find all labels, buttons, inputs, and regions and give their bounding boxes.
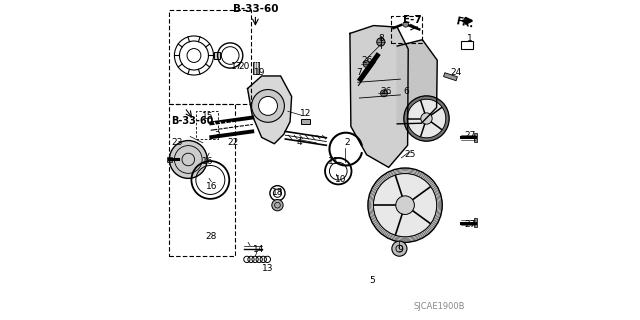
Text: SJCAE1900B: SJCAE1900B	[414, 301, 465, 310]
Bar	[461, 41, 472, 49]
Bar	[214, 52, 220, 59]
Text: 3: 3	[214, 131, 220, 140]
Text: 7: 7	[356, 68, 362, 77]
Text: 27: 27	[464, 131, 476, 140]
Circle shape	[421, 113, 432, 124]
Circle shape	[377, 38, 385, 46]
Circle shape	[259, 96, 278, 116]
Text: 23: 23	[171, 138, 182, 147]
Bar	[444, 73, 458, 81]
Circle shape	[170, 140, 207, 178]
Text: E-7: E-7	[403, 15, 422, 25]
Text: 26: 26	[362, 56, 373, 65]
Bar	[474, 133, 477, 141]
Text: 11: 11	[328, 156, 340, 165]
Circle shape	[403, 21, 408, 27]
Bar	[253, 62, 259, 75]
Text: 28: 28	[205, 232, 217, 241]
Text: 14: 14	[253, 245, 264, 254]
Text: 25: 25	[404, 150, 415, 159]
Text: B-33-60: B-33-60	[171, 116, 214, 126]
Circle shape	[272, 199, 283, 211]
Text: 16: 16	[205, 182, 217, 191]
Circle shape	[404, 96, 449, 141]
Text: 6: 6	[404, 87, 410, 96]
Polygon shape	[350, 26, 408, 167]
Text: 19: 19	[254, 68, 266, 77]
Bar	[167, 157, 172, 162]
Text: 10: 10	[335, 175, 346, 184]
Polygon shape	[397, 40, 437, 124]
Circle shape	[252, 90, 284, 122]
Text: 24: 24	[450, 68, 461, 77]
Text: 9: 9	[397, 245, 403, 254]
Circle shape	[396, 196, 414, 214]
Circle shape	[381, 90, 387, 97]
Text: 27: 27	[464, 220, 476, 228]
Text: 22: 22	[228, 138, 239, 147]
Text: 12: 12	[300, 109, 312, 118]
Text: 18: 18	[272, 188, 284, 197]
Text: FR.: FR.	[455, 16, 474, 30]
Text: 13: 13	[262, 264, 274, 273]
Bar	[301, 119, 310, 124]
Text: 26: 26	[381, 87, 392, 96]
Text: 2: 2	[344, 138, 349, 147]
Text: 8: 8	[379, 34, 385, 43]
Circle shape	[392, 241, 407, 256]
Text: 4: 4	[297, 138, 302, 147]
Text: B-33-60: B-33-60	[233, 4, 278, 13]
Text: 15: 15	[202, 112, 214, 122]
Text: 20: 20	[239, 62, 250, 71]
Text: 17: 17	[231, 62, 243, 71]
Polygon shape	[248, 76, 292, 144]
Text: 16: 16	[202, 156, 214, 165]
Text: 5: 5	[369, 276, 375, 285]
Text: 1: 1	[467, 34, 472, 43]
Circle shape	[363, 60, 370, 68]
Bar	[474, 219, 477, 227]
Circle shape	[368, 168, 442, 242]
